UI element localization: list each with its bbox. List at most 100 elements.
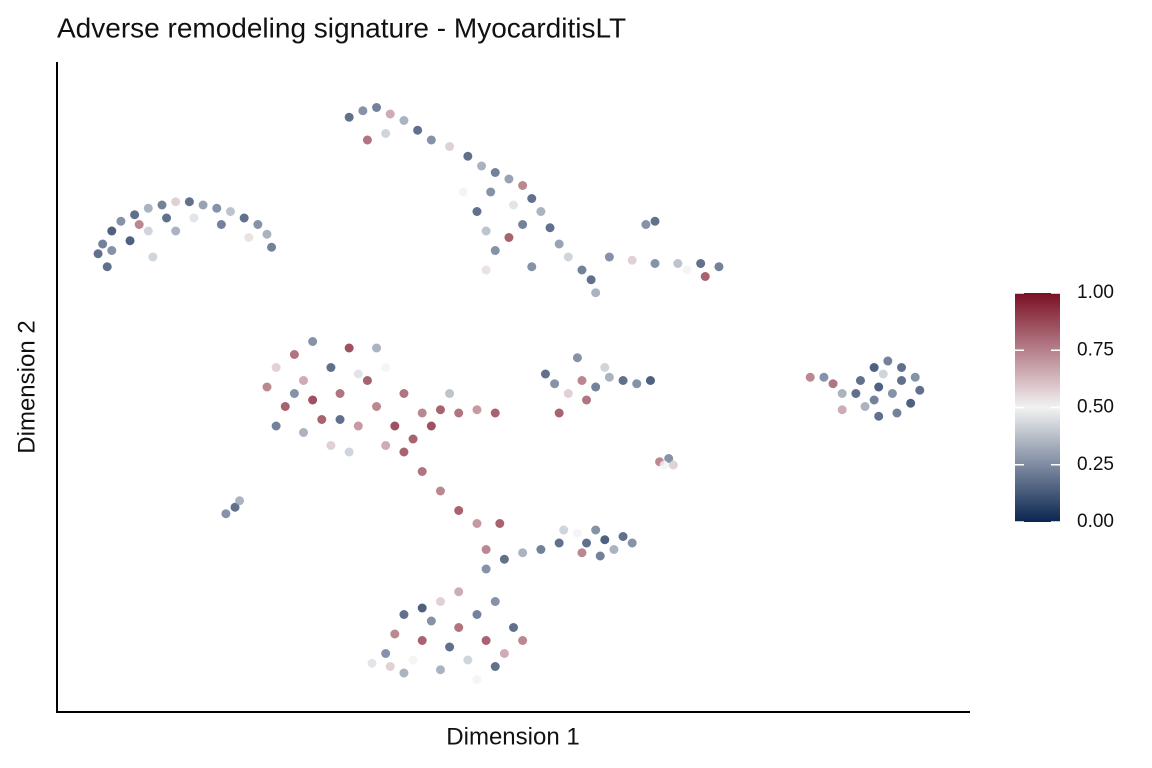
point [426,616,436,626]
point [572,528,582,538]
point [98,239,108,249]
point [627,538,637,548]
chart-title: Adverse remodeling signature - Myocardit… [57,12,626,43]
point [481,265,491,275]
point [244,233,254,242]
point [372,402,382,411]
point [472,675,482,684]
point [271,363,281,372]
point [855,376,865,385]
colorbar-tick-label: 0.50 [1077,397,1114,418]
point [253,220,263,229]
point [536,207,546,216]
point [509,623,518,632]
point [225,207,235,216]
point [107,246,117,255]
point [157,200,167,210]
point [906,398,916,408]
point [536,545,546,554]
point [874,382,884,392]
point [399,389,409,398]
point [910,372,920,382]
point [490,662,500,671]
point [604,252,614,262]
point [417,467,427,476]
point [883,356,893,366]
point [650,259,660,268]
point [426,421,436,431]
point [198,200,208,210]
point [162,213,172,223]
point [454,506,464,515]
point [591,288,601,298]
point [518,220,528,229]
point [490,168,500,177]
point [545,223,555,233]
point [458,187,468,197]
point [116,216,126,226]
point [878,369,888,379]
point [550,379,560,389]
point [664,454,674,463]
point [572,353,582,363]
point [472,610,482,619]
point [381,441,391,450]
point [299,376,309,385]
point [860,402,870,411]
point [563,389,573,398]
x-axis-label: Dimension 1 [446,723,579,750]
point [577,265,587,275]
colorbar-tick-label: 0.75 [1077,339,1114,360]
point [874,411,884,421]
point [235,496,245,506]
colorbar-tick-label: 0.25 [1077,454,1114,475]
point [326,441,336,450]
point [299,428,309,437]
point [184,197,194,207]
point [481,226,491,236]
point [582,538,592,548]
point [554,239,564,249]
point [563,252,573,262]
point [212,203,222,213]
point [344,447,354,457]
point [577,376,587,385]
point [362,135,372,145]
point [527,262,537,272]
point [399,116,409,125]
point [367,658,377,668]
point [490,408,500,418]
point [399,610,409,619]
point [93,249,103,259]
point [171,226,181,236]
point [335,389,345,398]
point [499,554,509,564]
point [577,548,587,558]
point [435,597,445,606]
point [554,408,564,418]
point [490,597,500,606]
point [143,226,153,236]
point [385,109,395,119]
point [481,545,491,554]
point [472,207,482,216]
point [381,129,391,138]
point [641,220,651,229]
point [189,213,199,223]
point [289,389,299,398]
point [362,376,372,385]
point [408,434,418,444]
point [627,255,637,265]
point [586,275,596,285]
point [696,259,706,268]
point [445,389,455,398]
point [435,665,445,675]
point [495,519,505,528]
point [445,142,455,151]
point [435,405,445,415]
point [372,103,382,112]
point [559,525,569,535]
point [399,668,409,678]
point [472,519,482,528]
